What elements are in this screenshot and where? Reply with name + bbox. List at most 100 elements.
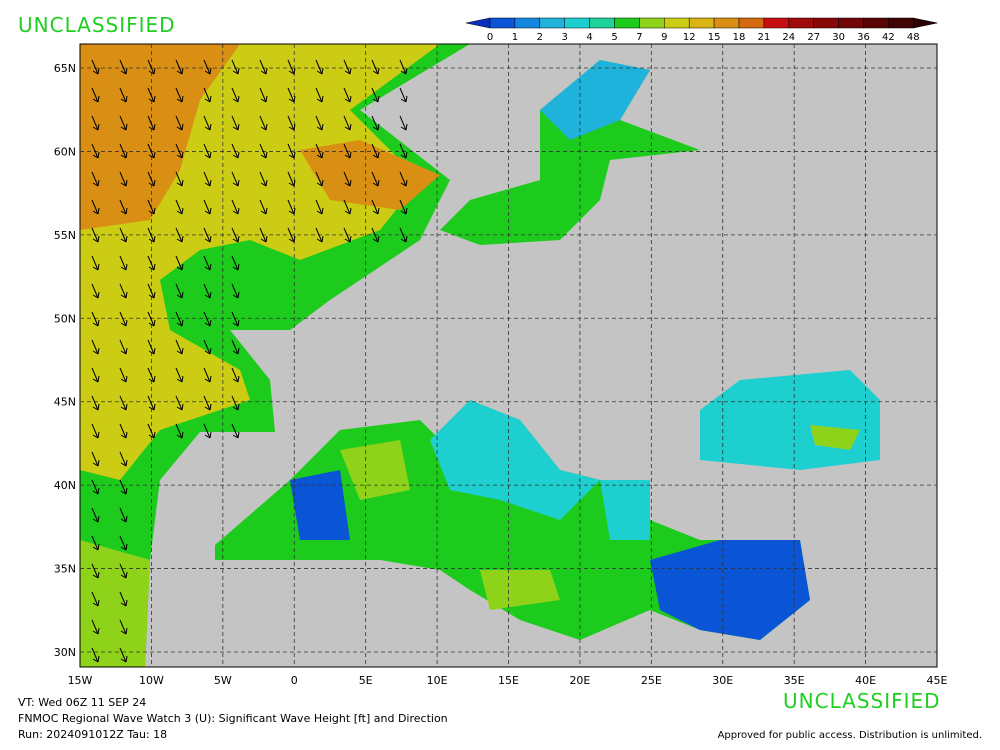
arrow [203, 283, 212, 299]
arrow [119, 535, 128, 551]
lon-label: 35E [784, 674, 805, 687]
colorbar-label: 27 [807, 32, 820, 43]
arrow [175, 115, 184, 131]
arrow [175, 171, 184, 187]
arrow [315, 227, 324, 243]
arrow [315, 171, 324, 187]
lon-label: 40E [855, 674, 876, 687]
arrow [91, 619, 100, 635]
run-time: Run: 2024091012Z Tau: 18 [18, 728, 167, 741]
lon-label: 10W [139, 674, 164, 687]
arrow [147, 171, 156, 187]
colorbar-label: 9 [661, 32, 667, 43]
arrow [287, 171, 296, 187]
lon-label: 15W [68, 674, 93, 687]
arrow [231, 143, 240, 159]
arrow [175, 423, 184, 439]
arrow [203, 339, 212, 355]
arrow [119, 199, 128, 215]
colorbar-box [589, 17, 615, 29]
arrow [203, 227, 212, 243]
arrow [259, 199, 268, 215]
arrow [91, 115, 100, 131]
colorbar-box [614, 17, 640, 29]
arrow [175, 143, 184, 159]
map [79, 43, 938, 668]
arrow [175, 367, 184, 383]
lon-label: 10E [427, 674, 448, 687]
arrow [91, 423, 100, 439]
lon-label: 5E [359, 674, 373, 687]
arrow [175, 87, 184, 103]
colorbar-box [788, 17, 814, 29]
arrow [399, 199, 408, 215]
arrow [119, 367, 128, 383]
arrow [175, 283, 184, 299]
colorbar-low-end [465, 17, 491, 29]
lat-label: 65N [54, 62, 76, 75]
arrow [147, 423, 156, 439]
colorbar-box [763, 17, 790, 29]
arrow [399, 143, 408, 159]
arrow [343, 143, 352, 159]
arrow [119, 59, 128, 75]
arrow [203, 115, 212, 131]
colorbar-label: 15 [708, 32, 721, 43]
colorbar-box [639, 17, 665, 29]
colorbar-label: 4 [586, 32, 592, 43]
arrow [371, 143, 380, 159]
arrow [231, 395, 240, 411]
arrow [231, 87, 240, 103]
arrow [315, 199, 324, 215]
arrow [147, 395, 156, 411]
colorbar-label: 36 [857, 32, 870, 43]
arrow [119, 591, 128, 607]
arrow [259, 171, 268, 187]
arrow [119, 227, 128, 243]
lon-label: 30E [712, 674, 733, 687]
arrow [147, 59, 156, 75]
arrow [399, 59, 408, 75]
arrow [231, 423, 240, 439]
arrow [119, 255, 128, 271]
arrow [343, 59, 352, 75]
sea-bothnia [540, 60, 650, 140]
arrow [119, 507, 128, 523]
arrow [119, 87, 128, 103]
arrow [315, 115, 324, 131]
arrow [119, 311, 128, 327]
colorbar-box [813, 17, 839, 29]
arrow [91, 507, 100, 523]
arrow [203, 311, 212, 327]
arrow [119, 395, 128, 411]
colorbar-high-end [913, 17, 938, 29]
arrow [175, 59, 184, 75]
colorbar-label: 24 [782, 32, 795, 43]
lat-label: 30N [54, 646, 76, 659]
arrow [231, 339, 240, 355]
arrow [119, 619, 128, 635]
arrow [231, 59, 240, 75]
arrow [371, 59, 380, 75]
arrow [91, 647, 100, 663]
arrow [231, 171, 240, 187]
axis-labels: 15W 10W 5W 0 5E 10E 15E 20E 25E 30E 35E 40E 45E 65N 60… [54, 62, 948, 687]
arrow [259, 115, 268, 131]
classification-bottom: UNCLASSIFIED [783, 689, 941, 713]
lon-label: 5W [214, 674, 232, 687]
colorbar-box [738, 17, 765, 29]
arrow [119, 115, 128, 131]
lat-label: 60N [54, 145, 76, 158]
arrow [203, 255, 212, 271]
arrow [203, 59, 212, 75]
arrow [343, 115, 352, 131]
arrow [399, 115, 408, 131]
colorbar-label: 1 [512, 32, 518, 43]
arrow [147, 199, 156, 215]
arrow [147, 87, 156, 103]
arrow [399, 171, 408, 187]
arrow [203, 367, 212, 383]
graticule [80, 44, 937, 667]
colorbar-label: 0 [487, 32, 493, 43]
arrow [315, 59, 324, 75]
